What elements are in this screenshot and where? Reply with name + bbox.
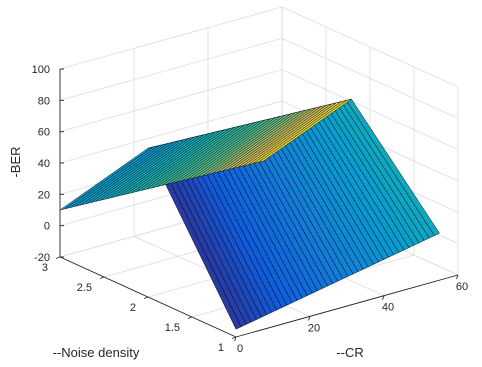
y-tick-mark [55, 256, 61, 259]
side-wall-grid-line [281, 37, 459, 119]
surface-mesh [59, 98, 440, 330]
axes [55, 68, 459, 342]
x-tick-label: 60 [456, 281, 468, 293]
x-tick-label: 20 [308, 322, 320, 334]
surface-facet [59, 146, 154, 211]
y-tick-label: 3 [42, 262, 48, 274]
z-tick-label: -20 [34, 252, 50, 264]
x-tick-mark [234, 336, 237, 342]
x-axis-line [235, 274, 459, 338]
y-tick-label: 2 [130, 302, 136, 314]
x-tick-mark [382, 295, 385, 300]
x-tick-mark [308, 316, 311, 321]
x-axis-label: --CR [336, 345, 363, 360]
y-tick-mark [99, 276, 105, 279]
y-tick-mark [231, 336, 237, 339]
y-tick-label: 2.5 [77, 282, 92, 294]
x-tick-label: 0 [237, 343, 243, 355]
y-tick-mark [143, 296, 149, 299]
back-wall-grid-line [59, 37, 283, 101]
y-tick-label: 1.5 [165, 322, 180, 334]
side-wall-grid-line [281, 69, 459, 151]
back-wall-grid-line [59, 6, 283, 70]
y-tick-label: 1 [218, 342, 224, 354]
side-wall-grid-line [281, 6, 459, 88]
z-tick-label: 0 [44, 221, 50, 233]
tick-labels: 0 20 40 60 1 1.5 2 2.5 3-20 0 20 40 60 80 100 [32, 64, 468, 355]
y-tick-mark [187, 316, 193, 319]
z-tick-label: 100 [32, 64, 50, 76]
z-tick-label: 20 [38, 189, 50, 201]
z-tick-label: 60 [38, 127, 50, 139]
x-tick-mark [456, 274, 459, 280]
back-wall-grid-line [59, 69, 283, 133]
x-tick-label: 40 [382, 302, 394, 314]
z-tick-label: 40 [38, 158, 50, 170]
z-axis-label: -BER [8, 146, 23, 177]
back-wall-grid-line [59, 100, 283, 164]
y-axis-label: --Noise density [53, 345, 140, 360]
z-tick-label: 80 [38, 95, 50, 107]
